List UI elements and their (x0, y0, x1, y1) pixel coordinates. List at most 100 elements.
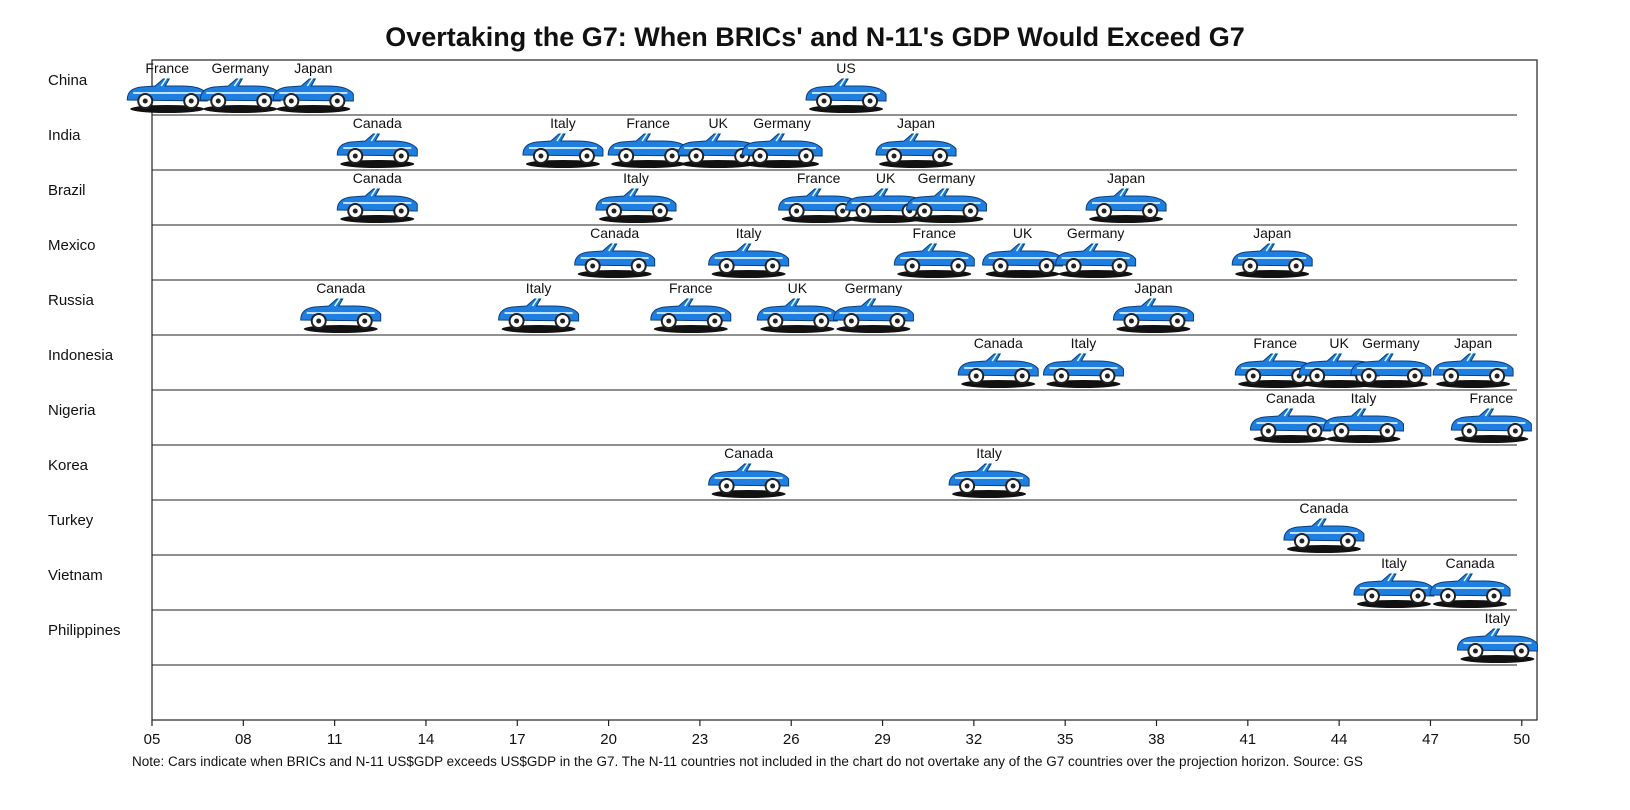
car (756, 296, 838, 333)
car-hub (1128, 318, 1134, 324)
car-windshield (1387, 571, 1398, 582)
car-hub (398, 208, 404, 214)
row-label: Korea (48, 457, 89, 474)
car-hub (1491, 593, 1497, 599)
car-hub (1299, 538, 1305, 544)
car-label: Japan (1454, 335, 1492, 351)
car-windshield (812, 186, 823, 197)
car-hub (770, 263, 776, 269)
car (336, 131, 418, 168)
car-hub (1250, 373, 1256, 379)
car-hub (215, 98, 221, 104)
x-tick-label: 38 (1148, 731, 1165, 748)
car-hub (623, 153, 629, 159)
car (905, 186, 987, 223)
car (805, 76, 887, 113)
car (1450, 406, 1532, 443)
car-hub (955, 263, 961, 269)
car-windshield (370, 131, 382, 142)
car-hub (261, 98, 267, 104)
car-windshield (1384, 351, 1395, 362)
car-hub (861, 208, 867, 214)
car-label: Germany (918, 170, 976, 186)
x-tick-label: 05 (144, 731, 161, 748)
row-label: Russia (48, 292, 95, 309)
car-label: Canada (353, 115, 402, 131)
car-hub (1010, 483, 1016, 489)
row-label: Turkey (48, 512, 94, 529)
car-hub (657, 208, 663, 214)
car-windshield (775, 131, 787, 142)
car-label: Canada (353, 170, 402, 186)
car-hub (772, 318, 778, 324)
car-hub (693, 153, 699, 159)
car-windshield (1490, 626, 1502, 637)
x-tick-label: 50 (1513, 731, 1530, 748)
row-label: Nigeria (48, 402, 96, 419)
x-tick-label: 44 (1331, 731, 1348, 748)
car-hub (1101, 208, 1107, 214)
car-label: Italy (976, 445, 1002, 461)
car-hub (964, 483, 970, 489)
car-label: France (1253, 335, 1297, 351)
chart-note: Note: Cars indicate when BRICs and N-11 … (132, 754, 1363, 769)
x-tick-label: 23 (692, 731, 709, 748)
car-windshield (991, 351, 1003, 362)
car-hub (1019, 373, 1025, 379)
car-label: Canada (974, 335, 1023, 351)
row-label: Vietnam (48, 567, 103, 584)
car (336, 186, 418, 223)
car-hub (867, 98, 873, 104)
car-windshield (233, 76, 245, 87)
car-hub (666, 318, 672, 324)
car-label: UK (1329, 335, 1349, 351)
car-hub (1117, 263, 1123, 269)
car-label: Japan (897, 115, 935, 131)
car-hub (1466, 428, 1472, 434)
x-tick-label: 17 (509, 731, 526, 748)
car-windshield (1089, 241, 1100, 252)
car-windshield (1146, 296, 1158, 307)
car-hub (362, 318, 368, 324)
car-hub (398, 153, 404, 159)
car-hub (937, 153, 943, 159)
car-hub (590, 263, 596, 269)
car-windshield (1015, 241, 1027, 252)
car-label: Germany (845, 280, 903, 296)
x-tick-label: 35 (1057, 731, 1074, 748)
car-windshield (1283, 406, 1295, 417)
car-hub (757, 153, 763, 159)
car (832, 296, 914, 333)
car-windshield (866, 296, 878, 307)
car-hub (316, 318, 322, 324)
car (650, 296, 732, 333)
car (1429, 571, 1511, 608)
row-label: Mexico (48, 237, 96, 254)
car (778, 186, 860, 223)
car-hub (1472, 648, 1478, 654)
car-hub (1448, 373, 1454, 379)
car (1112, 296, 1194, 333)
car-label: France (1470, 390, 1514, 406)
car-label: Germany (1067, 225, 1125, 241)
car (1085, 186, 1167, 223)
car-hub (724, 483, 730, 489)
car (272, 76, 354, 113)
chart: Overtaking the G7: When BRICs' and N-11'… (48, 22, 1538, 748)
car (957, 351, 1039, 388)
car-hub (973, 373, 979, 379)
car-label: UK (708, 115, 728, 131)
car-label: Germany (1362, 335, 1420, 351)
car-label: Italy (550, 115, 576, 131)
car-hub (1338, 428, 1344, 434)
row-label: Indonesia (48, 347, 114, 364)
car-label: Canada (590, 225, 639, 241)
car-windshield (839, 76, 851, 87)
car (1322, 406, 1404, 443)
car (1350, 351, 1432, 388)
car-hub (560, 318, 566, 324)
car-windshield (1076, 351, 1088, 362)
x-tick-label: 26 (783, 731, 800, 748)
car-label: Canada (724, 445, 773, 461)
car-hub (1311, 428, 1317, 434)
